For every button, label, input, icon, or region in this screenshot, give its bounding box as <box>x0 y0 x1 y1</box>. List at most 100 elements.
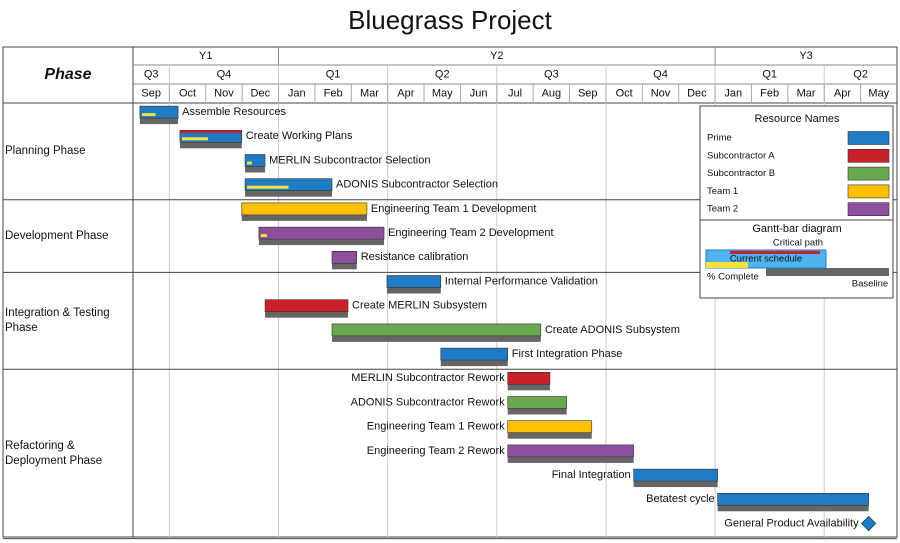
critical-marker <box>179 130 242 133</box>
task-label: First Integration Phase <box>512 348 623 360</box>
month-label: Jan <box>724 87 742 99</box>
baseline-bar <box>241 214 367 221</box>
month-label: Dec <box>251 87 271 99</box>
progress-bar <box>141 113 156 117</box>
baseline-bar <box>258 239 385 246</box>
baseline-bar <box>386 287 441 294</box>
month-label: Jun <box>470 87 488 99</box>
month-label: Oct <box>616 87 633 99</box>
phase-label: Planning Phase <box>5 144 86 157</box>
phase-header: Phase <box>44 66 91 83</box>
baseline-bar <box>332 263 357 270</box>
legend-label: Prime <box>707 133 732 144</box>
legend-swatch <box>847 202 890 216</box>
task-bar <box>440 347 509 361</box>
baseline-bar <box>507 432 592 439</box>
task-label: Engineering Team 1 Development <box>371 203 537 215</box>
month-label: Apr <box>834 87 851 99</box>
task-label: Assemble Resources <box>182 106 286 118</box>
task-label: General Product Availability <box>724 517 859 529</box>
phase-label: Development Phase <box>5 229 109 242</box>
task-bar <box>331 251 358 264</box>
legend-complete: % Complete <box>707 272 759 283</box>
task-bar <box>507 371 551 385</box>
baseline-bar <box>440 360 508 367</box>
legend-current: Current schedule <box>730 254 802 265</box>
task-bar <box>244 178 333 191</box>
quarter-label: Q3 <box>144 68 159 80</box>
legend-label: Team 2 <box>707 204 738 215</box>
task-label: Final Integration <box>552 469 631 481</box>
year-label: Y3 <box>799 50 812 62</box>
task-bar <box>507 420 593 434</box>
month-label: Feb <box>760 87 779 99</box>
task-label: Internal Performance Validation <box>445 275 598 287</box>
baseline-bar <box>633 481 718 488</box>
quarter-label: Q1 <box>762 68 777 80</box>
phase-label: Refactoring & Deployment Phase <box>5 439 103 467</box>
month-label: Mar <box>797 87 816 99</box>
task-label: Engineering Team 2 Rework <box>367 445 505 457</box>
task-bar <box>244 154 266 167</box>
month-label: Jan <box>288 87 306 99</box>
quarter-label: Q2 <box>435 68 450 80</box>
legend-title: Resource Names <box>755 113 840 125</box>
quarter-label: Q1 <box>326 68 341 80</box>
task-label: MERLIN Subcontractor Rework <box>351 372 505 384</box>
baseline-bar <box>507 456 634 463</box>
legend-swatch <box>847 149 890 163</box>
quarter-label: Q3 <box>544 68 559 80</box>
quarter-label: Q4 <box>217 68 232 80</box>
baseline-bar <box>245 166 266 173</box>
legend-label: Subcontractor B <box>707 168 775 179</box>
task-label: Betatest cycle <box>646 493 714 505</box>
task-label: Create ADONIS Subsystem <box>545 324 680 336</box>
chart-title: Bluegrass Project <box>348 5 553 35</box>
frame <box>2 46 898 538</box>
task-label: Engineering Team 1 Rework <box>367 421 505 433</box>
task-label: Create MERLIN Subsystem <box>352 300 487 312</box>
baseline-bar <box>139 118 179 125</box>
legend-swatch <box>847 166 890 181</box>
month-label: Aug <box>542 87 562 99</box>
month-label: Nov <box>214 87 234 99</box>
legend-swatch <box>847 184 890 199</box>
task-label: Create Working Plans <box>246 130 353 142</box>
year-label: Y2 <box>490 50 503 62</box>
month-label: Mar <box>360 87 379 99</box>
legend-baseline: Baseline <box>852 279 888 290</box>
legend-sample-baseline <box>766 268 889 276</box>
legend-swatch <box>847 131 890 145</box>
progress-bar <box>181 137 208 141</box>
quarter-label: Q2 <box>853 68 868 80</box>
legend-critical: Critical path <box>773 238 823 249</box>
month-label: Dec <box>687 87 707 99</box>
legend-sample-progress <box>706 262 748 268</box>
task-bar <box>507 396 567 409</box>
task-bar <box>139 105 179 119</box>
quarter-label: Q4 <box>653 68 668 80</box>
task-label: Engineering Team 2 Development <box>388 227 554 239</box>
task-bar <box>507 444 634 458</box>
year-label: Y1 <box>199 50 212 62</box>
task-bar <box>717 492 869 506</box>
task-bar <box>633 468 718 482</box>
task-label: ADONIS Subcontractor Selection <box>336 179 498 191</box>
progress-bar <box>247 161 252 165</box>
baseline-bar <box>717 505 869 512</box>
task-label: Resistance calibration <box>361 251 469 263</box>
progress-bar <box>260 234 267 238</box>
legend-sample-critical <box>730 251 820 254</box>
baseline-bar <box>179 142 242 149</box>
month-label: Feb <box>324 87 343 99</box>
month-label: May <box>868 87 889 99</box>
legend-diagram-title: Gantt-bar diagram <box>752 223 841 235</box>
task-bar <box>264 299 349 313</box>
month-label: Jul <box>508 87 522 99</box>
baseline-bar <box>245 190 333 197</box>
task-bar <box>386 275 442 288</box>
month-label: Sep <box>578 87 598 99</box>
progress-bar <box>247 185 289 189</box>
